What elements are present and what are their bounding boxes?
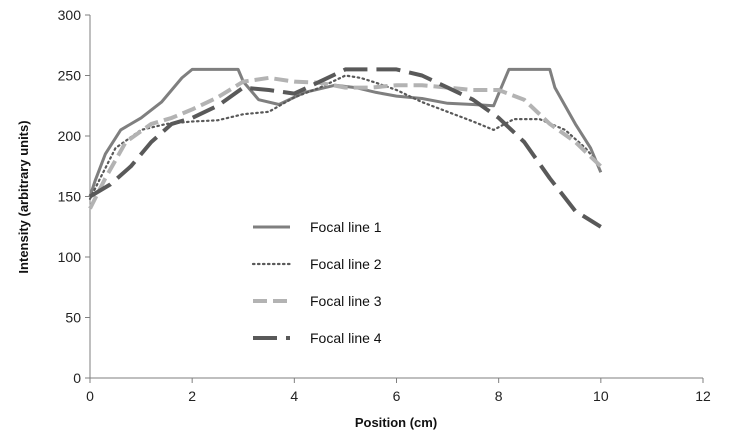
- x-tick-label: 0: [86, 388, 94, 404]
- y-tick-label: 300: [58, 7, 82, 23]
- x-tick-label: 4: [290, 388, 298, 404]
- x-tick-label: 8: [495, 388, 503, 404]
- x-tick-label: 6: [393, 388, 401, 404]
- series-line-4: [88, 67, 602, 229]
- y-tick-label: 100: [58, 249, 82, 265]
- y-axis-title: Intensity (arbitrary units): [16, 120, 31, 273]
- series-layer: [88, 67, 603, 229]
- legend-label-3: Focal line 3: [310, 293, 382, 309]
- legend-label-4: Focal line 4: [310, 330, 382, 346]
- y-tick-label: 0: [73, 370, 81, 386]
- y-tick-label: 250: [58, 68, 82, 84]
- y-tick-label: 50: [65, 310, 81, 326]
- x-tick-label: 12: [695, 388, 711, 404]
- legend: Focal line 1 Focal line 2 Focal line 3 Foca…: [251, 219, 382, 346]
- axes: 0 50 100 150 200 250 300 0 2 4 6 8 10 12: [58, 7, 711, 404]
- series-line-2: [88, 74, 602, 200]
- x-axis-title: Position (cm): [355, 415, 437, 430]
- x-tick-label: 10: [593, 388, 609, 404]
- legend-label-1: Focal line 1: [310, 219, 382, 235]
- y-tick-label: 150: [58, 189, 82, 205]
- legend-label-2: Focal line 2: [310, 256, 382, 272]
- y-tick-label: 200: [58, 128, 82, 144]
- x-tick-label: 2: [188, 388, 196, 404]
